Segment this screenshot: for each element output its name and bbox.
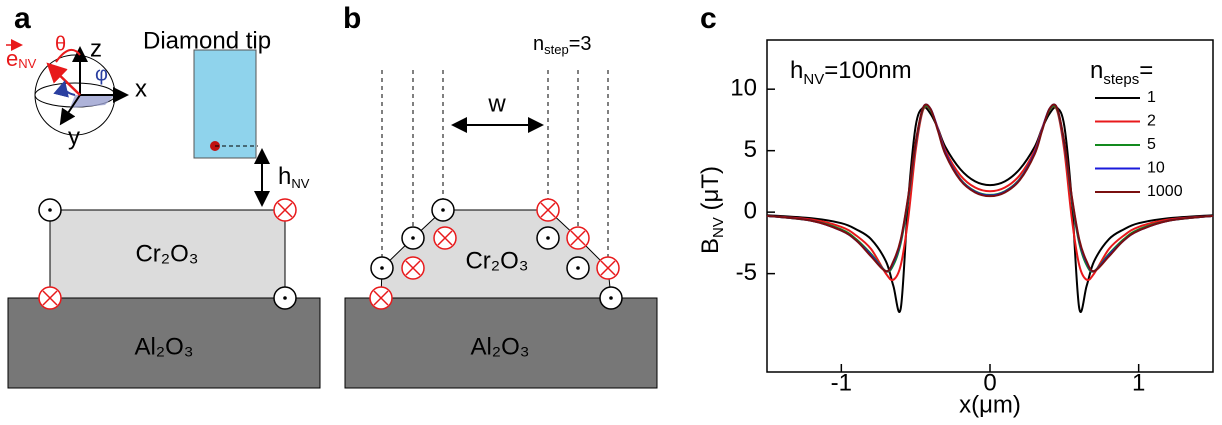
out-dot bbox=[48, 208, 52, 212]
out-dot bbox=[576, 266, 580, 270]
x-tick-label: 1 bbox=[1132, 369, 1145, 396]
panel-a: a z x y θ φ eNV Diamond tip hNV Cr₂O₃ Al… bbox=[6, 2, 320, 388]
panel-label: c bbox=[700, 2, 717, 35]
legend-label: 1 bbox=[1147, 89, 1156, 106]
y-tick-label: -5 bbox=[736, 259, 757, 286]
y-tick-label: 0 bbox=[744, 197, 757, 224]
y-tick-label: 5 bbox=[744, 136, 757, 163]
out-dot bbox=[609, 296, 613, 300]
film-label: Cr₂O₃ bbox=[135, 240, 198, 267]
z-label: z bbox=[90, 35, 102, 62]
n-step-label: nstep=3 bbox=[533, 33, 592, 57]
e-nv-label: eNV bbox=[6, 46, 37, 72]
y-axis bbox=[62, 95, 80, 122]
y-tick-label: 10 bbox=[730, 75, 757, 102]
substrate-label: Al₂O₃ bbox=[470, 333, 529, 360]
phi-label: φ bbox=[95, 63, 108, 85]
annotation: hNV=100nm bbox=[790, 57, 912, 88]
y-label: y bbox=[68, 123, 80, 150]
diamond-tip bbox=[194, 50, 256, 158]
out-dot bbox=[411, 236, 415, 240]
out-dot bbox=[380, 266, 384, 270]
y-axis-label: BNV (μT) bbox=[697, 166, 727, 254]
out-dot bbox=[546, 236, 550, 240]
h-nv-label: hNV bbox=[278, 163, 310, 191]
film-label: Cr₂O₃ bbox=[465, 247, 528, 274]
panel-label: a bbox=[14, 2, 31, 35]
theta-label: θ bbox=[55, 33, 66, 55]
substrate-label: Al₂O₃ bbox=[134, 333, 193, 360]
x-tick-label: 0 bbox=[983, 369, 996, 396]
panel-c: c hNV=100nm nsteps= x(μm) BNV (μT) bbox=[697, 2, 1213, 418]
figure: a z x y θ φ eNV Diamond tip hNV Cr₂O₃ Al… bbox=[0, 0, 1222, 425]
x-label: x bbox=[135, 75, 147, 102]
panel-b: b w nstep=3 Cr₂O₃ Al₂O₃ bbox=[343, 2, 657, 388]
x-tick-label: -1 bbox=[831, 369, 852, 396]
out-dot bbox=[283, 296, 287, 300]
legend-title: nsteps= bbox=[1090, 57, 1153, 88]
legend-label: 1000 bbox=[1147, 183, 1183, 200]
legend-label: 5 bbox=[1147, 136, 1156, 153]
panel-label: b bbox=[343, 2, 361, 35]
out-dot bbox=[441, 208, 445, 212]
width-label: w bbox=[487, 90, 506, 117]
legend-label: 2 bbox=[1147, 113, 1156, 130]
legend-label: 10 bbox=[1147, 160, 1165, 177]
